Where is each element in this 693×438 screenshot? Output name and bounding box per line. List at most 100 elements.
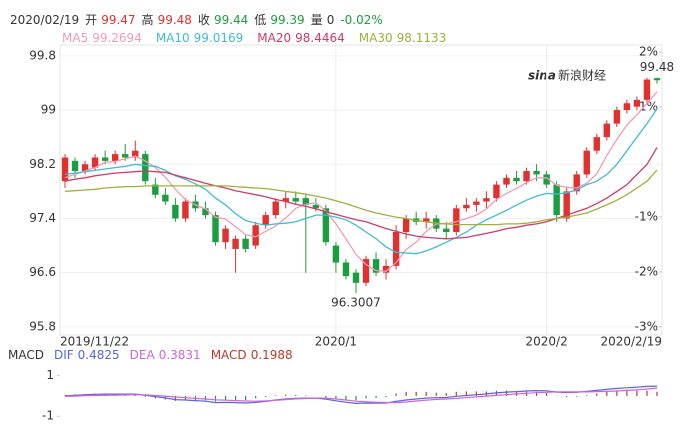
candle-body [423, 218, 430, 222]
legend-value: 0.3831 [159, 348, 201, 362]
candle-body [81, 164, 89, 172]
candle-body [71, 160, 79, 172]
candle-body [292, 198, 299, 202]
candle-body [583, 150, 590, 175]
candle-body [302, 198, 310, 205]
candle-body [152, 184, 159, 195]
quote-label: 开 [85, 13, 97, 27]
volume-value: 0 [327, 13, 335, 27]
y2-tick-label: 1% [639, 100, 658, 114]
macd-line [64, 385, 658, 405]
candle-body [633, 99, 641, 107]
candle-body [222, 228, 229, 243]
y-tick-label: 97.4 [29, 211, 56, 225]
candle-body [252, 225, 259, 246]
candle-body [593, 137, 600, 151]
ma-legend: MA5 99.2694 MA10 99.0169 MA20 98.4464 MA30 98.1… [62, 31, 446, 45]
y2-tick-label: -3% [635, 319, 658, 333]
candle-body [533, 171, 540, 175]
candle-body [473, 201, 480, 205]
candle-body [142, 154, 149, 182]
macd-line [64, 387, 658, 404]
candle-body [182, 201, 189, 219]
quote-label: 高 [142, 12, 154, 27]
x-tick-label: 2020/2/19 [600, 335, 662, 349]
candle-body [493, 184, 500, 199]
candle-body [362, 259, 370, 283]
quote-label: 低 [254, 13, 266, 27]
candle-body [372, 259, 380, 273]
min-label: 96.3007 [331, 295, 381, 309]
candle-body [212, 215, 219, 243]
candle-body [172, 204, 179, 219]
candle-body [262, 215, 269, 226]
candle-body [573, 174, 580, 192]
legend-value: 99.0169 [194, 31, 244, 45]
candle-body [603, 123, 611, 138]
candle-body [463, 204, 470, 209]
legend-name: MACD [211, 348, 247, 362]
quote-value: 99.48 [158, 13, 192, 27]
candle-body [483, 198, 490, 202]
legend-name: MA20 [257, 31, 291, 45]
candle-body [282, 198, 289, 202]
plot-frame [59, 44, 663, 336]
quote-value: 99.39 [270, 13, 304, 27]
candle-body [392, 232, 400, 266]
candle-body [111, 154, 119, 161]
candle-body [563, 191, 570, 219]
quote-value: 99.44 [214, 13, 248, 27]
legend-name: DIF [54, 348, 74, 362]
watermark: 新浪财经 [558, 68, 606, 83]
candle-body [232, 238, 239, 249]
candle-body [613, 110, 621, 124]
legend-value: 0.1988 [251, 348, 293, 362]
candle-body [513, 177, 520, 182]
candle-body [61, 157, 69, 182]
candle-body [91, 157, 99, 168]
candle-body [543, 174, 550, 185]
legend-name: DEA [130, 348, 156, 362]
ma-line [64, 169, 658, 226]
legend-value: 98.4464 [295, 31, 345, 45]
candle-body [272, 201, 279, 216]
candle-body [623, 103, 631, 111]
candle-body [312, 204, 320, 209]
legend-name: MA5 [62, 31, 88, 45]
change-value: -0.02% [340, 13, 382, 27]
candle-body [122, 154, 129, 158]
candle-body [132, 150, 139, 158]
candle-body [101, 157, 109, 161]
ma-line [64, 91, 658, 272]
watermark: sina [528, 69, 556, 83]
candle-body [322, 208, 330, 243]
candle-body [342, 262, 350, 277]
x-tick-label: 2020/2 [526, 335, 568, 349]
y-tick-label: 96.6 [29, 265, 56, 279]
legend-value: 0.4825 [78, 348, 120, 362]
y-tick-label: 98.2 [29, 157, 56, 171]
candle-body [242, 238, 249, 249]
candle-body [523, 171, 530, 182]
y-tick-label: 1 [46, 368, 54, 382]
y-tick-label: -1 [42, 409, 54, 423]
candle-body [553, 184, 560, 216]
candle-body [503, 177, 510, 185]
volume-label: 量 [311, 13, 323, 27]
ma-line [64, 108, 658, 255]
quote-value: 99.47 [101, 13, 135, 27]
y-tick-label: 99 [41, 103, 56, 117]
y-tick-label: 99.8 [29, 48, 56, 62]
candle-body [643, 79, 651, 100]
y2-tick-label: 2% [639, 45, 658, 59]
x-tick-label: 2019/11/22 [60, 335, 129, 349]
x-tick-label: 2020/1 [315, 335, 357, 349]
candle-body [453, 208, 460, 233]
quote-header: 2020/02/19 开 99.47 高 99.48 收 99.44 低 99.39 量 0 -0.0… [10, 12, 383, 27]
candle-body [382, 265, 390, 273]
y2-tick-label: -2% [635, 264, 658, 278]
candle-body [443, 228, 450, 233]
candle-body [352, 272, 360, 283]
y2-tick-label: -1% [635, 209, 658, 223]
macd-title: MACD [8, 348, 44, 362]
